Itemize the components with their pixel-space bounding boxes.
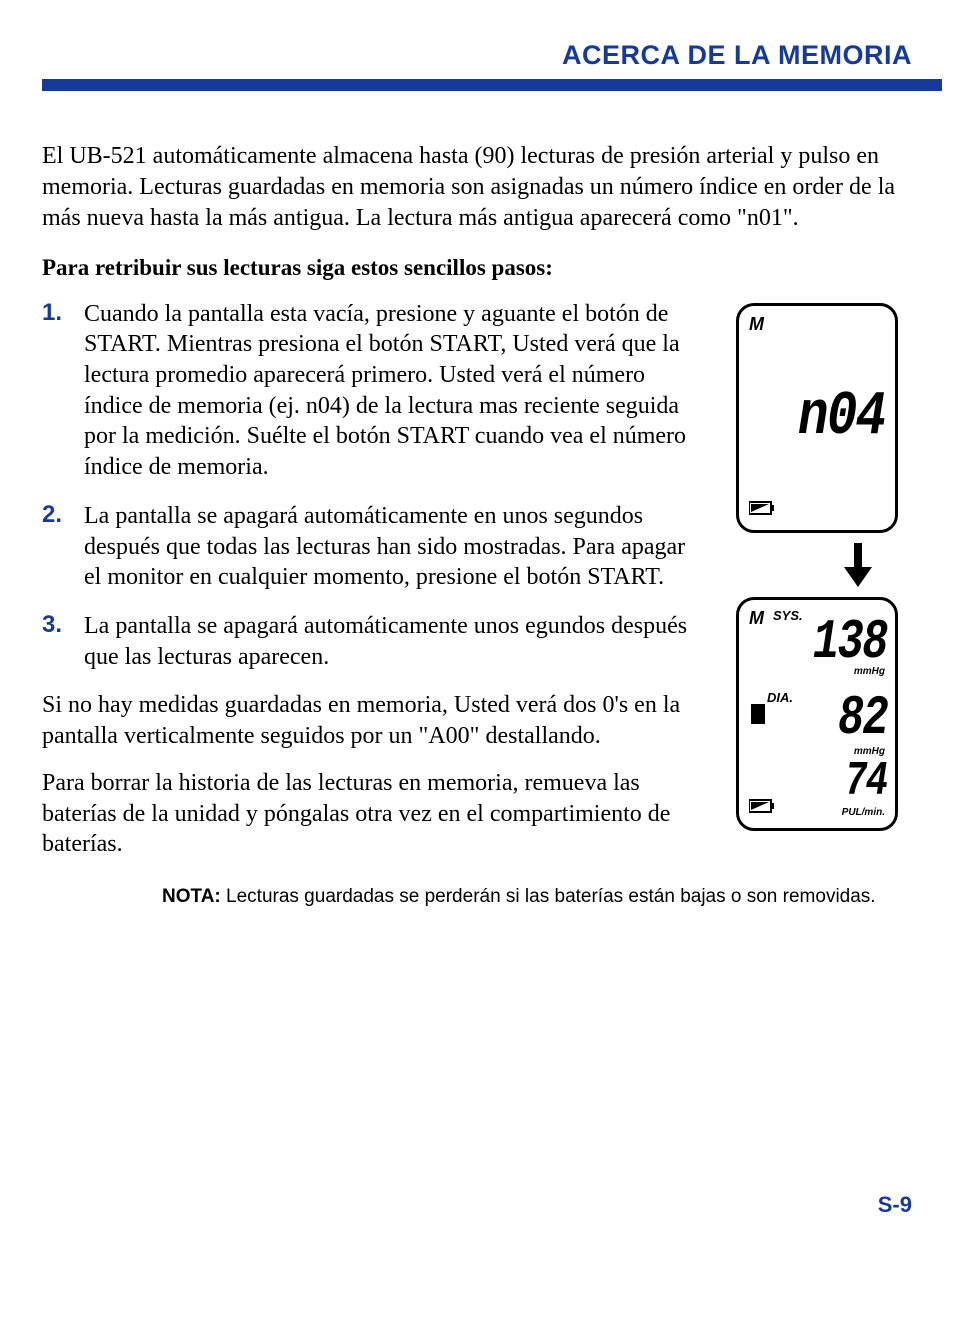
pulse-value: 74 <box>845 758 887 806</box>
memory-index-value: n04 <box>798 386 885 448</box>
step-number: 1. <box>42 299 84 483</box>
intro-paragraph: El UB-521 automáticamente almacena hasta… <box>42 141 912 235</box>
steps-list: 1. Cuando la pantalla esta vacía, presio… <box>42 299 698 673</box>
arrow-down-icon <box>844 543 872 587</box>
step-number: 3. <box>42 611 84 672</box>
text-column: 1. Cuando la pantalla esta vacía, presio… <box>42 299 698 877</box>
battery-icon <box>749 501 775 520</box>
sys-value: 138 <box>813 614 887 670</box>
dia-label: DIA. <box>767 690 793 705</box>
memory-icon: M <box>749 608 764 629</box>
memory-icon: M <box>749 314 764 335</box>
sys-unit: mmHg <box>854 666 885 677</box>
header-rule <box>42 79 942 91</box>
paragraph-no-measures: Si no hay medidas guardadas en memoria, … <box>42 690 698 751</box>
lcd-screen-reading: M SYS. 138 mmHg DIA. 82 mmHg 74 PUL/min. <box>736 597 898 831</box>
list-item: 2. La pantalla se apagará automáticament… <box>42 501 698 593</box>
note-row: NOTA: Lecturas guardadas se perderán si … <box>42 886 912 908</box>
page-title: ACERCA DE LA MEMORIA <box>42 40 912 71</box>
indicator-square-icon <box>751 704 765 724</box>
step-text: Cuando la pantalla esta vacía, presione … <box>84 299 698 483</box>
content-row: 1. Cuando la pantalla esta vacía, presio… <box>42 299 912 877</box>
lcd-screen-memory-index: M n04 <box>736 303 898 533</box>
step-text: La pantalla se apagará automáticamente u… <box>84 611 698 672</box>
list-item: 3. La pantalla se apagará automáticament… <box>42 611 698 672</box>
page-number: S-9 <box>878 1192 912 1218</box>
note-text: Lecturas guardadas se perderán si las ba… <box>221 886 876 907</box>
step-number: 2. <box>42 501 84 593</box>
note-label: NOTA: <box>162 886 221 907</box>
sys-label: SYS. <box>773 608 803 623</box>
battery-icon <box>749 799 775 818</box>
manual-page: ACERCA DE LA MEMORIA El UB-521 automátic… <box>0 0 954 1250</box>
step-text: La pantalla se apagará automáticamente e… <box>84 501 698 593</box>
pulse-label: PUL/min. <box>842 807 885 818</box>
dia-value: 82 <box>838 690 887 746</box>
list-item: 1. Cuando la pantalla esta vacía, presio… <box>42 299 698 483</box>
figure-column: M n04 M SYS. <box>722 299 912 877</box>
paragraph-erase-history: Para borrar la historia de las lecturas … <box>42 768 698 860</box>
steps-subhead: Para retribuir sus lecturas siga estos s… <box>42 255 912 281</box>
